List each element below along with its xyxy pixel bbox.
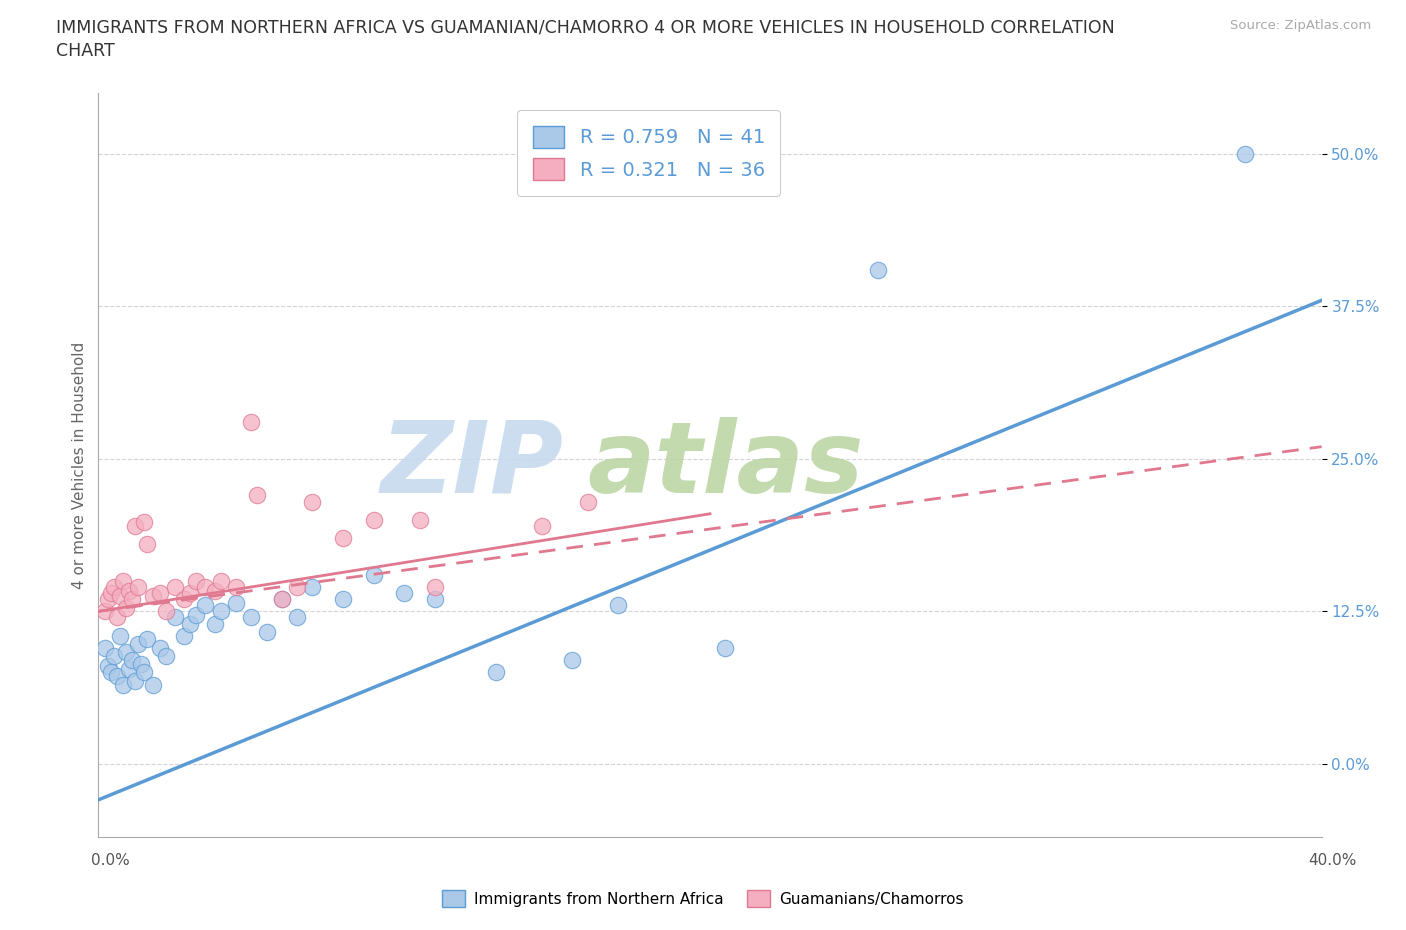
Point [121, 653, 143, 668]
Point [111, 574, 134, 589]
Point [127, 637, 149, 652]
Point [111, 677, 134, 692]
Point [103, 579, 125, 594]
Point [392, 586, 416, 601]
Point [714, 641, 737, 656]
Point [363, 512, 385, 527]
Point [332, 591, 354, 606]
Point [363, 567, 385, 582]
Point [142, 588, 165, 603]
Point [204, 616, 226, 631]
Point [225, 579, 247, 594]
Point [163, 579, 186, 594]
Point [103, 649, 125, 664]
Legend: R = 0.759   N = 41, R = 0.321   N = 36: R = 0.759 N = 41, R = 0.321 N = 36 [517, 110, 780, 196]
Point [485, 665, 508, 680]
Point [225, 595, 247, 610]
Text: 40.0%: 40.0% [1309, 853, 1357, 868]
Point [209, 604, 232, 618]
Point [121, 591, 143, 606]
Point [127, 579, 149, 594]
Point [423, 591, 446, 606]
Point [868, 262, 890, 277]
Point [173, 629, 195, 644]
Point [149, 586, 172, 601]
Point [163, 610, 186, 625]
Point [576, 494, 599, 509]
Point [97, 658, 120, 673]
Point [301, 494, 323, 509]
Point [209, 574, 232, 589]
Point [97, 591, 120, 606]
Point [204, 583, 226, 598]
Point [155, 604, 177, 618]
Point [118, 661, 141, 676]
Point [179, 616, 201, 631]
Point [301, 579, 323, 594]
Point [134, 515, 156, 530]
Point [149, 641, 172, 656]
Point [134, 665, 156, 680]
Point [129, 657, 152, 671]
Legend: Immigrants from Northern Africa, Guamanians/Chamorros: Immigrants from Northern Africa, Guamani… [436, 884, 970, 913]
Point [1234, 147, 1257, 162]
Point [186, 607, 208, 622]
Text: CHART: CHART [56, 42, 115, 60]
Point [155, 649, 177, 664]
Point [124, 673, 146, 688]
Point [256, 625, 278, 640]
Text: ZIP: ZIP [380, 417, 564, 513]
Point [408, 512, 430, 527]
Point [105, 669, 128, 684]
Point [136, 537, 159, 551]
Point [179, 586, 201, 601]
Point [246, 488, 269, 503]
Point [118, 583, 141, 598]
Point [93, 641, 115, 656]
Point [530, 519, 553, 534]
Point [194, 598, 217, 613]
Point [423, 579, 446, 594]
Point [108, 629, 131, 644]
Point [142, 677, 165, 692]
Point [115, 644, 138, 659]
Point [93, 604, 115, 618]
Point [240, 610, 263, 625]
Point [270, 591, 294, 606]
Point [332, 531, 354, 546]
Point [173, 591, 195, 606]
Point [561, 653, 583, 668]
Point [285, 579, 308, 594]
Point [285, 610, 308, 625]
Point [100, 665, 122, 680]
Point [124, 519, 146, 534]
Point [100, 586, 122, 601]
Point [194, 579, 217, 594]
Text: Source: ZipAtlas.com: Source: ZipAtlas.com [1230, 19, 1371, 32]
Point [136, 632, 159, 647]
Text: atlas: atlas [588, 417, 865, 513]
Point [108, 588, 131, 603]
Point [105, 610, 128, 625]
Point [607, 598, 630, 613]
Point [186, 574, 208, 589]
Point [240, 415, 263, 430]
Text: IMMIGRANTS FROM NORTHERN AFRICA VS GUAMANIAN/CHAMORRO 4 OR MORE VEHICLES IN HOUS: IMMIGRANTS FROM NORTHERN AFRICA VS GUAMA… [56, 19, 1115, 36]
Y-axis label: 4 or more Vehicles in Household: 4 or more Vehicles in Household [72, 341, 87, 589]
Point [115, 600, 138, 615]
Text: 0.0%: 0.0% [91, 853, 131, 868]
Point [270, 591, 294, 606]
